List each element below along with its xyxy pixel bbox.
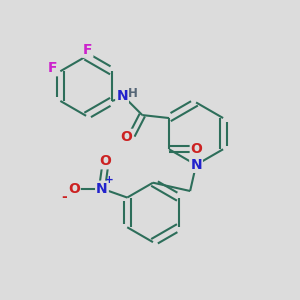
Text: F: F bbox=[83, 43, 92, 57]
Text: N: N bbox=[190, 158, 202, 172]
Text: N: N bbox=[116, 89, 128, 103]
Text: O: O bbox=[68, 182, 80, 196]
Text: +: + bbox=[105, 175, 114, 185]
Text: O: O bbox=[121, 130, 133, 144]
Text: F: F bbox=[48, 61, 58, 75]
Text: O: O bbox=[100, 154, 112, 168]
Text: H: H bbox=[128, 87, 138, 100]
Text: O: O bbox=[191, 142, 203, 156]
Text: -: - bbox=[61, 190, 67, 204]
Text: N: N bbox=[96, 182, 108, 196]
